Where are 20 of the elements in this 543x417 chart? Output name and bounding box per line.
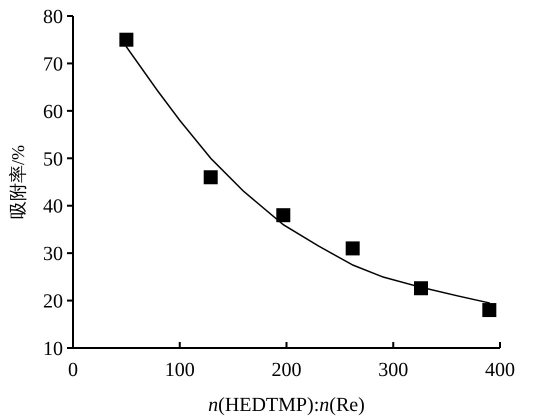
x-tick-label: 400 (485, 359, 515, 381)
point (119, 32, 134, 47)
y-tick-label: 10 (43, 338, 63, 360)
point (276, 208, 290, 222)
x-axis-title: n(HEDTMP):n(Re) (208, 394, 365, 416)
x-tick-label: 100 (164, 359, 195, 381)
point (204, 170, 218, 184)
point (346, 241, 360, 256)
y-tick-label: 30 (43, 243, 63, 266)
point (482, 303, 496, 318)
x-tick-label: 0 (68, 359, 78, 381)
y-tick-label: 80 (43, 6, 63, 28)
y-tick-label: 60 (43, 100, 63, 123)
y-tick-label: 40 (43, 196, 63, 218)
x-tick-label: 300 (378, 359, 408, 381)
y-tick-label: 70 (43, 53, 63, 76)
x-tick-label: 200 (272, 359, 302, 381)
y-axis-title: 吸附率/% (8, 145, 28, 219)
y-tick-label: 20 (43, 290, 63, 313)
y-tick-label: 50 (43, 148, 63, 170)
